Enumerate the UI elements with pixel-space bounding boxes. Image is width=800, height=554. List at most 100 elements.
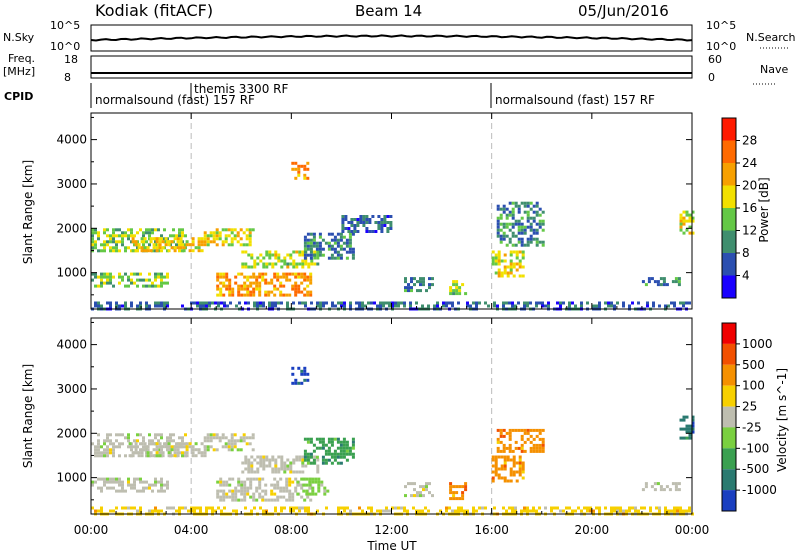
echo-cell: [455, 289, 459, 293]
echo-cell: [409, 304, 412, 308]
echo-cell: [535, 240, 539, 244]
echo-cell: [106, 433, 109, 437]
echo-cell: [386, 221, 390, 224]
echo-cell: [285, 278, 289, 282]
echo-cell: [494, 259, 498, 263]
echo-cell: [512, 262, 516, 266]
nsky-tick-high: 10^5: [50, 19, 80, 32]
echo-cell: [294, 275, 298, 279]
echo-cell: [303, 235, 307, 239]
echo-cell: [500, 467, 504, 471]
echo-cell: [294, 293, 298, 297]
echo-cell: [219, 489, 223, 493]
echo-cell: [333, 238, 337, 242]
echo-cell: [428, 286, 431, 290]
echo-cell: [344, 218, 348, 221]
echo-cell: [325, 506, 328, 510]
echo-cell: [289, 509, 292, 513]
echo-cell: [237, 483, 241, 487]
echo-cell: [688, 509, 691, 513]
echo-cell: [379, 301, 382, 305]
echo-cell: [128, 445, 132, 449]
echo-cell: [225, 287, 229, 291]
echo-cell: [264, 293, 268, 297]
echo-cell: [508, 222, 512, 226]
echo-cell: [188, 249, 192, 253]
echo-cell: [274, 509, 277, 513]
echo-cell: [228, 293, 232, 297]
echo-cell: [261, 489, 265, 493]
echo-cell: [520, 237, 524, 241]
echo-cell: [502, 222, 506, 226]
echo-cell: [674, 482, 678, 486]
echo-cell: [472, 301, 475, 305]
echo-cell: [200, 240, 204, 244]
echo-cell: [158, 240, 162, 244]
echo-cell: [526, 243, 530, 247]
echo-cell: [223, 304, 226, 308]
echo-cell: [351, 443, 355, 447]
echo-cell: [547, 304, 550, 308]
echo-cell: [130, 278, 133, 282]
echo-cell: [234, 492, 238, 496]
echo-cell: [619, 506, 622, 510]
echo-cell: [291, 287, 295, 291]
echo-cell: [511, 234, 515, 238]
echo-cell: [237, 287, 241, 291]
echo-cell: [376, 304, 379, 308]
echo-cell: [452, 289, 456, 293]
echo-cell: [494, 455, 498, 459]
echo-cell: [193, 509, 196, 513]
echo-cell: [239, 448, 243, 452]
echo-cell: [389, 227, 393, 230]
echo-cell: [271, 262, 275, 266]
echo-cell: [425, 289, 428, 293]
echo-cell: [217, 506, 220, 510]
echo-cell: [336, 461, 340, 465]
echo-cell: [303, 452, 307, 456]
echo-cell: [529, 216, 533, 220]
echo-cell: [112, 237, 115, 241]
echo-cell: [407, 482, 410, 486]
echo-cell: [496, 449, 500, 453]
echo-cell: [499, 234, 503, 238]
echo-cell: [253, 304, 256, 308]
echo-cell: [127, 275, 130, 279]
echo-cell: [348, 232, 352, 236]
echo-cell: [222, 483, 226, 487]
echo-cell: [219, 293, 223, 297]
echo-cell: [145, 284, 148, 288]
echo-cell: [248, 243, 252, 247]
echo-cell: [131, 454, 135, 458]
echo-cell: [137, 451, 141, 455]
echo-cell: [270, 492, 274, 496]
echo-cell: [124, 246, 127, 250]
echo-cell: [345, 452, 349, 456]
echo-cell: [503, 464, 507, 468]
echo-cell: [682, 304, 685, 308]
echo-cell: [297, 173, 301, 177]
echo-cell: [233, 445, 237, 449]
echo-cell: [184, 234, 187, 238]
echo-cell: [500, 476, 504, 480]
echo-cell: [291, 372, 295, 376]
echo-cell: [305, 489, 309, 493]
echo-cell: [532, 219, 536, 223]
echo-cell: [330, 443, 334, 447]
echo-cell: [127, 278, 130, 282]
echo-cell: [262, 265, 266, 269]
echo-cell: [265, 265, 269, 269]
echo-cell: [134, 243, 138, 247]
echo-cell: [306, 452, 310, 456]
echo-cell: [520, 240, 524, 244]
echo-cell: [520, 428, 524, 432]
echo-cell: [521, 476, 525, 480]
echo-cell: [197, 451, 201, 455]
echo-cell: [121, 489, 124, 493]
echo-cell: [154, 249, 157, 253]
echo-cell: [140, 246, 144, 250]
echo-cell: [538, 449, 542, 453]
echo-cell: [306, 244, 310, 248]
echo-cell: [291, 492, 295, 496]
